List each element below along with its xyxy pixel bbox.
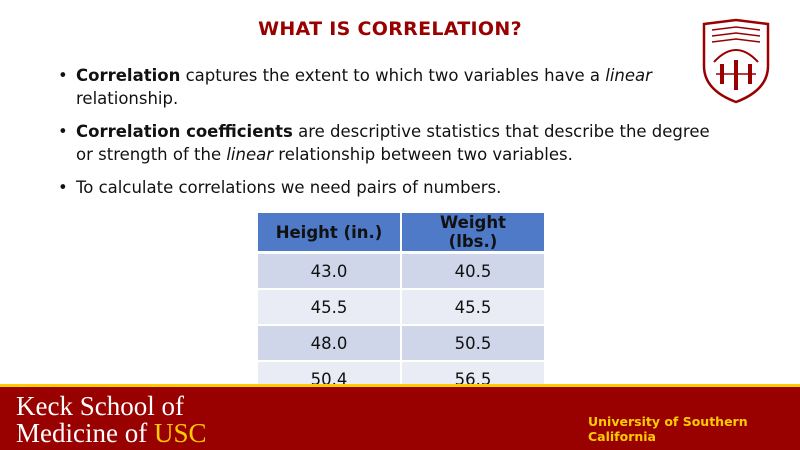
table-header: Height (in.) Weight (lbs.) xyxy=(258,213,546,254)
table-cell: 45.5 xyxy=(258,289,402,326)
column-header: Weight (lbs.) xyxy=(401,213,546,254)
university-name: University of Southern California xyxy=(588,414,748,444)
school-line: Medicine of USC xyxy=(16,420,206,447)
table-row: 45.5 45.5 xyxy=(258,289,546,326)
bullet-text: relationship between two variables. xyxy=(273,145,573,164)
table-cell: 48.0 xyxy=(258,325,402,362)
table-row: 48.0 50.5 xyxy=(258,325,546,362)
bullet-text: To calculate correlations we need pairs … xyxy=(76,178,502,197)
bullet-text: relationship. xyxy=(76,89,179,108)
school-usc: USC xyxy=(153,418,207,448)
bullet-text: are descriptive statistics that describe… xyxy=(76,122,710,164)
school-logo-text: Keck School of Medicine of USC xyxy=(16,393,206,447)
bullet-text: Correlation coefficients xyxy=(76,122,293,141)
school-line-text: Medicine of xyxy=(16,418,154,448)
bullet-text: linear xyxy=(226,145,274,164)
school-line: Keck School of xyxy=(16,391,184,421)
table-cell: 40.5 xyxy=(401,252,546,290)
bullet-item: Correlation captures the extent to which… xyxy=(58,64,728,110)
bullet-text: Correlation xyxy=(76,66,181,85)
slide-title: WHAT IS CORRELATION? xyxy=(258,18,522,40)
table-cell: 43.0 xyxy=(258,252,402,290)
table-cell: 45.5 xyxy=(401,289,546,326)
column-header: Height (in.) xyxy=(258,213,402,254)
bullet-list: Correlation captures the extent to which… xyxy=(58,64,728,209)
footer-band: Keck School of Medicine of USC Universit… xyxy=(0,384,800,450)
bullet-text: linear xyxy=(605,66,652,85)
table-cell: 50.5 xyxy=(401,325,546,362)
data-table: Height (in.) Weight (lbs.) 43.0 40.5 45.5 45… xyxy=(258,213,546,398)
table-row: 43.0 40.5 xyxy=(258,252,546,290)
bullet-text: captures the extent to which two variabl… xyxy=(180,66,606,85)
bullet-item: Correlation coefficients are descriptive… xyxy=(58,120,728,166)
bullet-item: To calculate correlations we need pairs … xyxy=(58,176,728,199)
